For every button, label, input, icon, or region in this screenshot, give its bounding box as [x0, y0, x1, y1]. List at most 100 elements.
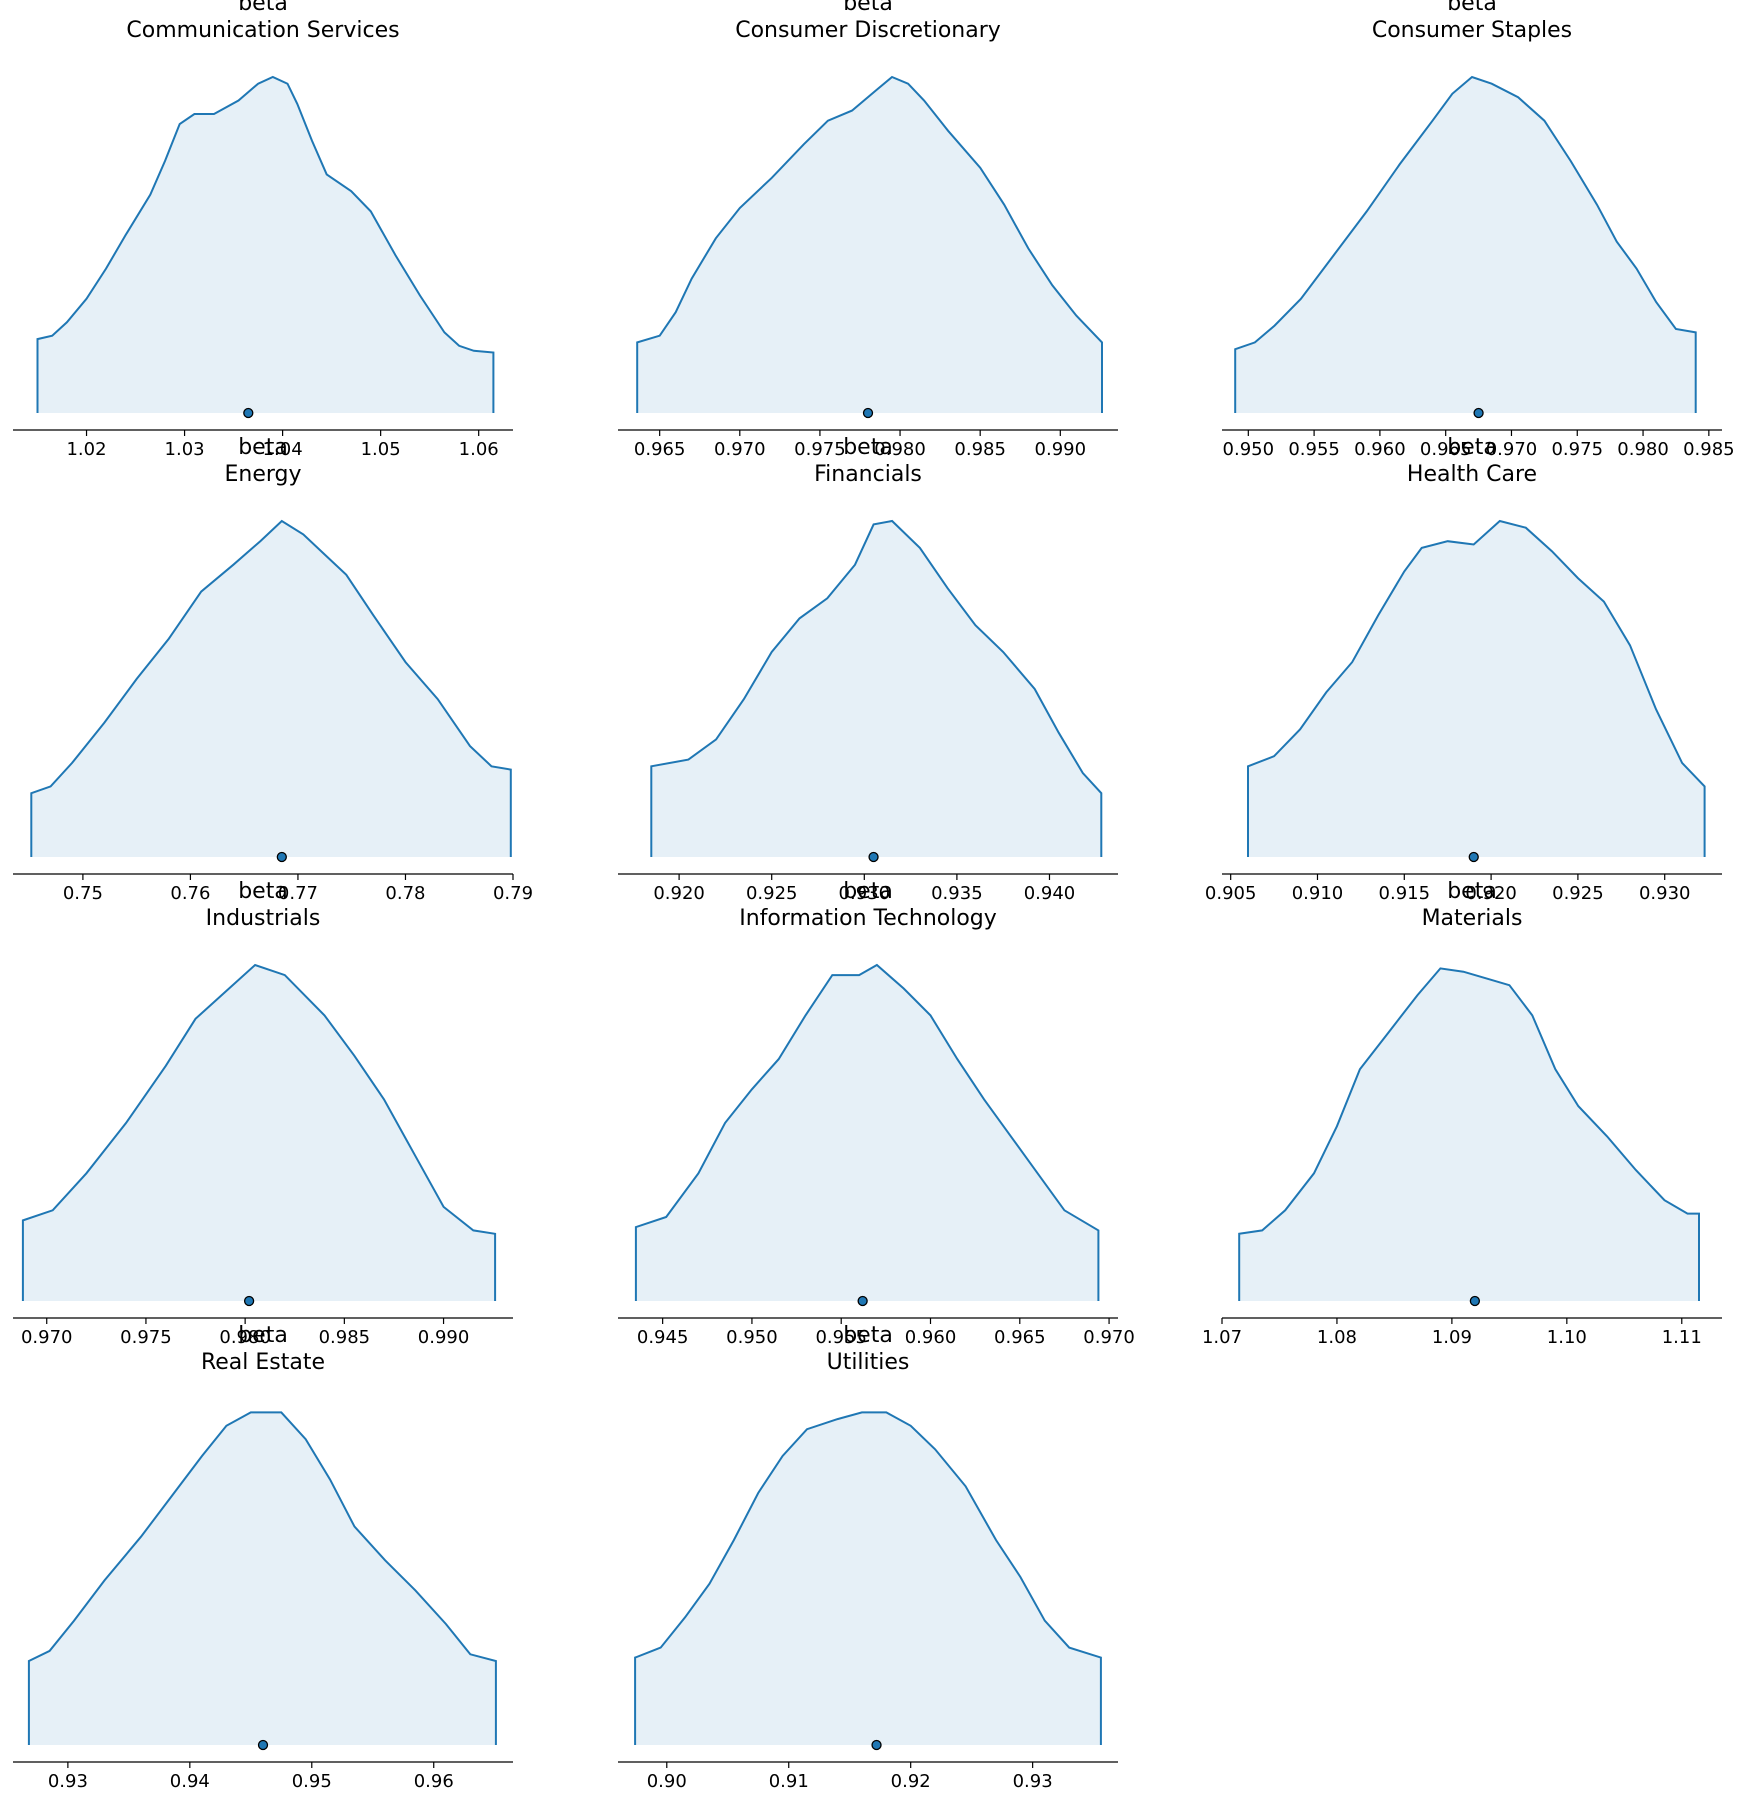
subplot-title-variable: beta — [843, 1323, 893, 1348]
x-tick-label: 1.11 — [1662, 1327, 1702, 1348]
density-fill — [637, 77, 1102, 413]
x-tick-label: 0.960 — [1354, 439, 1406, 460]
x-tick-label: 0.965 — [634, 439, 686, 460]
mean-point — [872, 1741, 881, 1750]
x-tick-label: 0.94 — [170, 1771, 210, 1792]
subplot-communication-services: beta Communication Services 1.02 1.03 1.04 1.… — [13, 0, 513, 460]
x-tick-label: 0.95 — [292, 1771, 332, 1792]
x-tick-label: 0.915 — [1379, 883, 1431, 904]
density-fill — [29, 1412, 496, 1745]
x-tick-label: 0.79 — [493, 883, 533, 904]
mean-point — [259, 1741, 268, 1750]
subplot-title-variable: beta — [1447, 435, 1497, 460]
x-tick-label: 0.970 — [21, 1327, 73, 1348]
x-tick-label: 0.950 — [1223, 439, 1275, 460]
x-tick-label: 0.960 — [905, 1327, 957, 1348]
x-tick-label: 0.965 — [994, 1327, 1046, 1348]
subplot-title-sector: Financials — [814, 462, 922, 487]
subplot-title-sector: Industrials — [206, 906, 321, 931]
x-tick-label: 0.75 — [63, 883, 103, 904]
subplot-title-sector: Utilities — [827, 1350, 910, 1375]
x-tick-label: 1.02 — [66, 439, 106, 460]
subplot-title-variable: beta — [1447, 879, 1497, 904]
x-tick-label: 1.03 — [165, 439, 205, 460]
mean-point — [858, 1297, 867, 1306]
subplot-title-variable: beta — [238, 1323, 288, 1348]
x-tick-label: 0.955 — [1288, 439, 1340, 460]
x-tick-label: 0.91 — [769, 1771, 809, 1792]
x-tick-label: 1.09 — [1432, 1327, 1472, 1348]
subplot-title-sector: Materials — [1422, 906, 1523, 931]
subplot-consumer-staples: beta Consumer Staples 0.950 0.955 0.960 0.965… — [1222, 0, 1735, 460]
density-fill — [636, 965, 1099, 1301]
density-fill — [1239, 968, 1699, 1301]
x-tick-label: 0.90 — [647, 1771, 687, 1792]
x-tick-label: 0.76 — [170, 883, 210, 904]
density-fill — [1248, 521, 1705, 857]
subplot-title-sector: Real Estate — [201, 1350, 325, 1375]
x-tick-label: 0.985 — [1683, 439, 1735, 460]
subplot-consumer-discretionary: beta Consumer Discretionary 0.965 0.970 0.97… — [618, 0, 1118, 460]
subplot-title-variable: beta — [238, 435, 288, 460]
x-tick-label: 0.975 — [120, 1327, 172, 1348]
x-tick-label: 0.950 — [726, 1327, 778, 1348]
x-tick-label: 0.935 — [931, 883, 983, 904]
x-tick-label: 0.990 — [418, 1327, 470, 1348]
subplot-title-sector: Energy — [224, 462, 301, 487]
density-fill — [1235, 77, 1696, 413]
x-tick-label: 1.05 — [361, 439, 401, 460]
subplot-title-variable: beta — [843, 879, 893, 904]
x-tick-label: 0.975 — [1551, 439, 1603, 460]
subplot-title-variable: beta — [843, 0, 893, 16]
x-tick-label: 0.975 — [794, 439, 846, 460]
mean-point — [1474, 409, 1483, 418]
density-fill — [31, 521, 511, 857]
x-tick-label: 0.925 — [746, 883, 798, 904]
x-tick-label: 0.985 — [319, 1327, 371, 1348]
mean-point — [1469, 853, 1478, 862]
x-tick-label: 0.970 — [714, 439, 766, 460]
subplot-title-variable: beta — [238, 879, 288, 904]
x-tick-label: 0.980 — [1617, 439, 1669, 460]
mean-point — [244, 409, 253, 418]
subplot-title-sector: Consumer Staples — [1372, 18, 1572, 43]
x-tick-label: 0.990 — [1035, 439, 1087, 460]
x-tick-label: 0.910 — [1292, 883, 1344, 904]
density-fill — [23, 965, 495, 1301]
mean-point — [245, 1297, 254, 1306]
x-tick-label: 0.92 — [891, 1771, 931, 1792]
x-tick-label: 0.920 — [653, 883, 705, 904]
mean-point — [869, 853, 878, 862]
subplot-title-sector: Communication Services — [126, 18, 399, 43]
x-tick-label: 0.930 — [1639, 883, 1691, 904]
density-fill — [38, 77, 494, 413]
x-tick-label: 0.905 — [1205, 883, 1257, 904]
x-tick-label: 0.93 — [48, 1771, 88, 1792]
x-tick-label: 1.06 — [459, 439, 499, 460]
x-tick-label: 0.970 — [1083, 1327, 1135, 1348]
density-fill — [635, 1412, 1101, 1745]
x-tick-label: 0.96 — [414, 1771, 454, 1792]
mean-point — [277, 853, 286, 862]
x-tick-label: 0.985 — [954, 439, 1006, 460]
subplot-title-variable: beta — [238, 0, 288, 16]
mean-point — [1470, 1297, 1479, 1306]
subplot-title-variable: beta — [843, 435, 893, 460]
x-tick-label: 0.78 — [385, 883, 425, 904]
x-tick-label: 0.945 — [637, 1327, 689, 1348]
x-tick-label: 0.93 — [1013, 1771, 1053, 1792]
mean-point — [864, 409, 873, 418]
x-tick-label: 0.925 — [1552, 883, 1604, 904]
subplot-title-sector: Health Care — [1407, 462, 1537, 487]
subplot-title-variable: beta — [1447, 0, 1497, 16]
subplot-title-sector: Consumer Discretionary — [735, 18, 1001, 43]
